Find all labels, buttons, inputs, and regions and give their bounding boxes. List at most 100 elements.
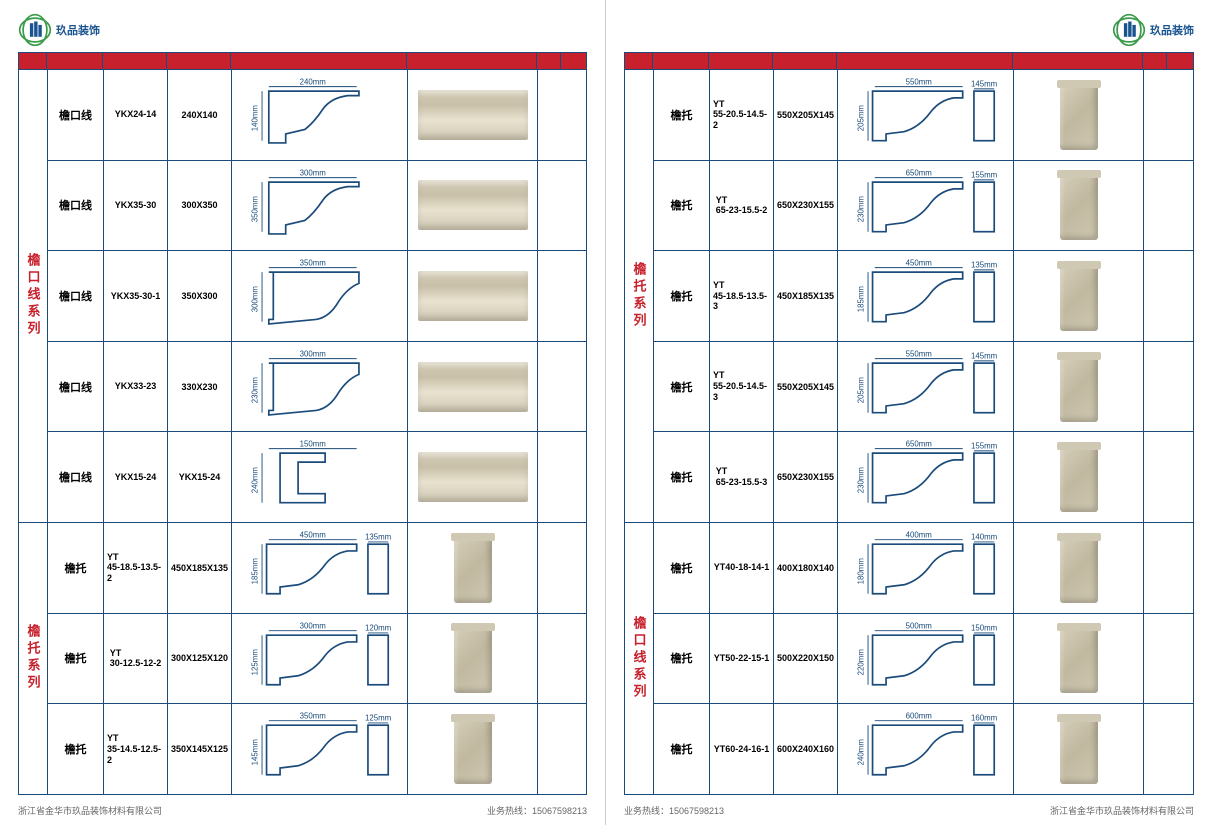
svg-text:650mm: 650mm xyxy=(906,440,933,449)
page-footer: 浙江省金华市玖品装饰材料有限公司 业务热线：15067598213 xyxy=(18,804,587,817)
product-name: 檐托 xyxy=(654,70,710,160)
product-dimensions: 500X220X150 xyxy=(774,614,838,704)
section-label: 檐托系列 xyxy=(19,523,48,794)
svg-text:350mm: 350mm xyxy=(300,712,327,721)
render-cell xyxy=(1014,523,1144,613)
svg-text:185mm: 185mm xyxy=(857,286,866,313)
product-name: 檐口线 xyxy=(48,70,104,160)
render-cell xyxy=(408,523,538,613)
header-bar xyxy=(18,52,587,70)
diagram-cell: 400mm180mm140mm xyxy=(838,523,1014,613)
product-row: 檐托 YT60-24-16-1 600X240X160 600mm240mm16… xyxy=(654,703,1193,794)
svg-text:180mm: 180mm xyxy=(857,558,866,585)
logo-area: 玖品装饰 xyxy=(18,8,587,52)
svg-text:135mm: 135mm xyxy=(365,533,392,542)
end-cell xyxy=(538,70,562,160)
diagram-cell: 600mm240mm160mm xyxy=(838,704,1014,794)
product-name: 檐口线 xyxy=(48,432,104,522)
brand-name: 玖品装饰 xyxy=(1150,22,1194,38)
product-row: 檐托 YT50-22-15-1 500X220X150 500mm220mm15… xyxy=(654,613,1193,704)
product-model: YT55-20.5-14.5-3 xyxy=(710,342,774,432)
end-cell xyxy=(1144,614,1168,704)
product-row: 檐口线 YKX35-30-1 350X300 350mm300mm xyxy=(48,250,586,341)
svg-text:230mm: 230mm xyxy=(857,467,866,494)
svg-text:450mm: 450mm xyxy=(300,530,327,539)
product-row: 檐托 YT65-23-15.5-2 650X230X155 650mm230mm… xyxy=(654,160,1193,251)
product-dimensions: 300X125X120 xyxy=(168,614,232,704)
profile-diagram: 150mm 240mm xyxy=(235,434,404,520)
product-render xyxy=(418,90,528,140)
product-dimensions: 450X185X135 xyxy=(168,523,232,613)
render-cell xyxy=(1014,70,1144,160)
product-row: 檐托 YT45-18.5-13.5-3 450X185X135 450mm185… xyxy=(654,250,1193,341)
product-row: 檐口线 YKX35-30 300X350 300mm350mm xyxy=(48,160,586,251)
render-cell xyxy=(1014,342,1144,432)
product-render xyxy=(1060,170,1098,240)
profile-diagram: 350mm145mm125mm xyxy=(235,706,404,792)
svg-text:140mm: 140mm xyxy=(971,533,998,542)
product-model: YKX33-23 xyxy=(104,342,168,432)
render-cell xyxy=(1014,251,1144,341)
product-dimensions: 240X140 xyxy=(168,70,232,160)
end-cell xyxy=(538,614,562,704)
product-name: 檐托 xyxy=(48,523,104,613)
section-label: 檐口线系列 xyxy=(625,523,654,794)
product-row: 檐口线 YKX15-24 YKX15-24 150mm 240mm xyxy=(48,431,586,522)
product-row: 檐托 YT55-20.5-14.5-2 550X205X145 550mm205… xyxy=(654,70,1193,160)
catalog-page: 玖品装饰 檐口线系列 檐口线 YKX24-14 240X140 240mm140… xyxy=(0,0,606,825)
render-cell xyxy=(1014,432,1144,522)
render-cell xyxy=(408,432,538,522)
render-cell xyxy=(1014,161,1144,251)
product-model: YT35-14.5-12.5-2 xyxy=(104,704,168,794)
product-render xyxy=(1060,714,1098,784)
catalog-page: 玖品装饰 檐托系列 檐托 YT55-20.5-14.5-2 550X205X14… xyxy=(606,0,1212,825)
svg-text:125mm: 125mm xyxy=(251,648,260,675)
svg-text:240mm: 240mm xyxy=(857,739,866,766)
diagram-cell: 450mm185mm135mm xyxy=(232,523,408,613)
product-render xyxy=(1060,261,1098,331)
svg-text:450mm: 450mm xyxy=(906,259,933,268)
end-cell xyxy=(1144,70,1168,160)
product-dimensions: 350X145X125 xyxy=(168,704,232,794)
render-cell xyxy=(408,251,538,341)
end-cell xyxy=(1144,432,1168,522)
product-row: 檐托 YT30-12.5-12-2 300X125X120 300mm125mm… xyxy=(48,613,586,704)
svg-text:120mm: 120mm xyxy=(365,623,392,632)
render-cell xyxy=(408,704,538,794)
diagram-cell: 350mm145mm125mm xyxy=(232,704,408,794)
svg-text:240mm: 240mm xyxy=(251,467,260,494)
product-name: 檐托 xyxy=(654,704,710,794)
render-cell xyxy=(1014,704,1144,794)
end-cell xyxy=(1144,251,1168,341)
profile-diagram: 600mm240mm160mm xyxy=(841,706,1010,792)
diagram-cell: 150mm 240mm xyxy=(232,432,408,522)
svg-text:600mm: 600mm xyxy=(906,712,933,721)
product-name: 檐托 xyxy=(48,704,104,794)
end-cell xyxy=(538,704,562,794)
svg-text:240mm: 240mm xyxy=(300,77,327,86)
svg-text:125mm: 125mm xyxy=(365,714,392,723)
profile-diagram: 450mm 185mm 135mm xyxy=(841,253,1010,339)
product-model: YT65-23-15.5-2 xyxy=(710,161,774,251)
footer-hotline: 业务热线：15067598213 xyxy=(624,804,724,817)
product-model: YKX35-30 xyxy=(104,161,168,251)
product-render xyxy=(418,452,528,502)
end-cell xyxy=(538,251,562,341)
end-cell xyxy=(1144,523,1168,613)
product-model: YKX15-24 xyxy=(104,432,168,522)
product-name: 檐口线 xyxy=(48,251,104,341)
svg-text:150mm: 150mm xyxy=(300,440,327,449)
svg-text:350mm: 350mm xyxy=(300,259,327,268)
brand-logo-icon xyxy=(1112,13,1146,47)
page-footer: 业务热线：15067598213 浙江省金华市玖品装饰材料有限公司 xyxy=(624,804,1194,817)
catalog-table: 檐托系列 檐托 YT55-20.5-14.5-2 550X205X145 550… xyxy=(624,70,1194,795)
header-bar xyxy=(624,52,1194,70)
product-render xyxy=(1060,80,1098,150)
product-row: 檐托 YT40-18-14-1 400X180X140 400mm180mm14… xyxy=(654,523,1193,613)
product-dimensions: 330X230 xyxy=(168,342,232,432)
diagram-cell: 550mm205mm145mm xyxy=(838,70,1014,160)
product-dimensions: YKX15-24 xyxy=(168,432,232,522)
svg-text:135mm: 135mm xyxy=(971,261,998,270)
svg-text:220mm: 220mm xyxy=(857,648,866,675)
diagram-cell: 300mm230mm xyxy=(232,342,408,432)
